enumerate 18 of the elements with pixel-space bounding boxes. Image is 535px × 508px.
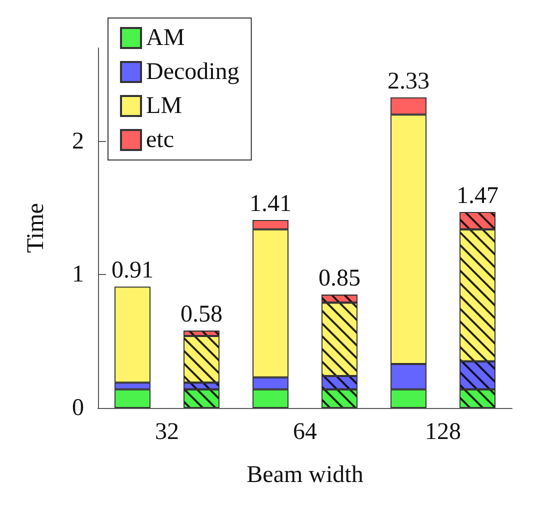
x-tick-label: 128	[425, 419, 461, 445]
legend-label: etc	[146, 127, 174, 153]
y-axis-title: Time	[23, 203, 49, 253]
total-label: 0.58	[180, 302, 222, 328]
total-label: 2.33	[388, 68, 430, 94]
total-label: 0.91	[112, 258, 154, 284]
legend-label: AM	[146, 25, 185, 51]
legend-label: Decoding	[146, 59, 240, 85]
x-tick-label: 32	[155, 419, 179, 445]
total-label: 0.85	[318, 266, 360, 292]
total-label: 1.47	[456, 183, 498, 209]
y-tick-label: 0	[72, 395, 84, 421]
y-tick-label: 1	[72, 262, 84, 288]
total-label: 1.41	[250, 191, 292, 217]
y-tick-label: 2	[72, 128, 84, 154]
x-tick-label: 64	[293, 419, 317, 445]
legend-label: LM	[146, 93, 182, 119]
x-axis-title: Beam width	[246, 462, 364, 488]
